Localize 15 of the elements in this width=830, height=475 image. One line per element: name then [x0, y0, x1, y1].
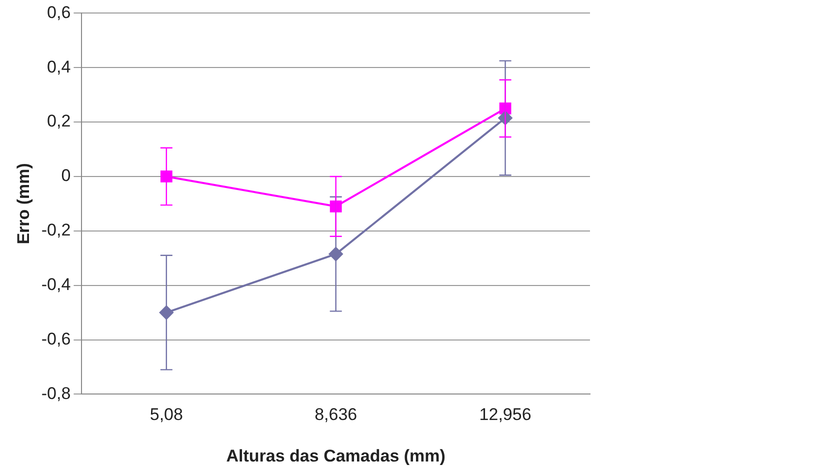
point [330, 200, 342, 212]
y-tick-label: -0,4 [41, 275, 71, 294]
x-tick-label: 8,636 [314, 405, 358, 424]
y-tick-label: 0,6 [47, 2, 71, 22]
y-tick-label: 0,2 [47, 112, 71, 131]
y-tick-label: 0 [61, 166, 71, 186]
x-tick-label: 12,956 [479, 405, 532, 424]
y-tick-label: 0,4 [47, 57, 71, 76]
y-tick-label: -0,8 [41, 384, 71, 403]
y-tick-label: -0,6 [41, 329, 71, 348]
y-tick-label: -0,2 [41, 220, 71, 240]
point [160, 170, 172, 182]
y-axis-title: Erro (mm) [14, 163, 33, 244]
x-axis-title: Alturas das Camadas (mm) [226, 446, 446, 466]
x-tick-label: 5,08 [150, 405, 183, 424]
